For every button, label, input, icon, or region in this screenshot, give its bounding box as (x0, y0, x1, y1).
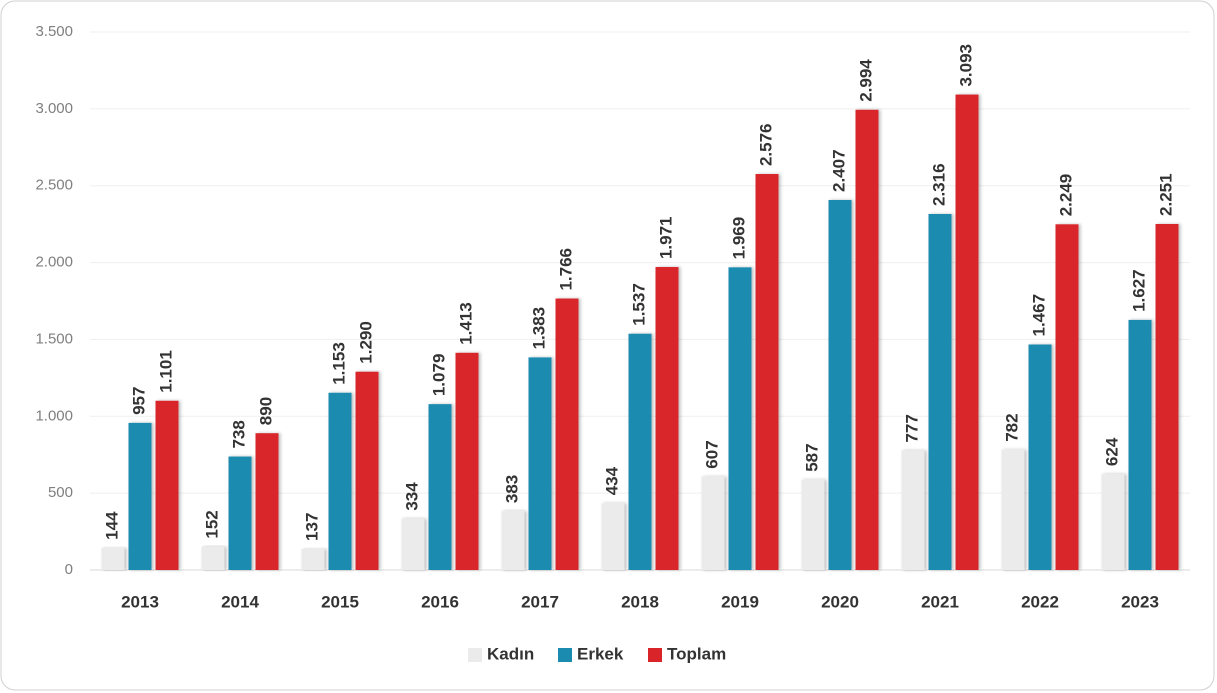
value-label: 1.413 (456, 302, 475, 345)
value-label: 334 (402, 482, 421, 511)
y-tick-label: 1.000 (35, 407, 73, 424)
legend-swatch (468, 648, 482, 662)
bar (1101, 474, 1125, 570)
value-label: 1.627 (1129, 269, 1148, 312)
y-tick-label: 0 (65, 561, 73, 578)
value-label: 434 (602, 466, 621, 495)
x-tick-label: 2017 (521, 592, 559, 611)
bar (955, 94, 979, 571)
bar (428, 404, 452, 570)
value-label: 3.093 (956, 44, 975, 87)
x-tick-label: 2015 (321, 592, 359, 611)
x-tick-label: 2021 (921, 592, 959, 611)
bar (901, 450, 925, 570)
legend-label: Kadın (487, 644, 534, 663)
bar (328, 392, 352, 570)
y-tick-label: 2.500 (35, 177, 73, 194)
bar (301, 548, 325, 570)
bar (155, 400, 179, 570)
value-label: 1.153 (329, 342, 348, 385)
value-label: 1.290 (356, 321, 375, 364)
x-tick-label: 2018 (621, 592, 659, 611)
legend-swatch (648, 648, 662, 662)
value-label: 1.467 (1029, 294, 1048, 337)
bar (355, 371, 379, 570)
y-tick-label: 3.500 (35, 23, 73, 40)
value-label: 2.407 (829, 149, 848, 192)
x-tick-label: 2020 (821, 592, 859, 611)
value-label: 890 (256, 397, 275, 425)
y-tick-label: 2.000 (35, 254, 73, 271)
value-label: 1.383 (529, 307, 548, 350)
bar (455, 352, 479, 570)
y-tick-label: 3.000 (35, 100, 73, 117)
x-tick-label: 2013 (121, 592, 159, 611)
x-tick-label: 2016 (421, 592, 459, 611)
legend-label: Toplam (667, 644, 726, 663)
bar (1055, 224, 1079, 570)
bar (928, 213, 952, 570)
bar (801, 479, 825, 570)
bar (201, 546, 225, 570)
y-tick-label: 1.500 (35, 330, 73, 347)
bar (828, 200, 852, 571)
value-label: 1.101 (156, 350, 175, 393)
value-label: 1.971 (656, 216, 675, 259)
bar (728, 267, 752, 570)
bar (228, 456, 252, 570)
bar (501, 511, 525, 570)
bar (701, 476, 725, 570)
value-label: 782 (1002, 413, 1021, 441)
x-tick-label: 2022 (1021, 592, 1059, 611)
bar (528, 357, 552, 570)
value-label: 1.766 (556, 248, 575, 291)
value-label: 2.249 (1056, 174, 1075, 217)
value-label: 2.251 (1156, 173, 1175, 216)
value-label: 1.537 (629, 283, 648, 326)
value-label: 144 (102, 511, 121, 540)
value-label: 383 (502, 475, 521, 503)
value-label: 957 (129, 387, 148, 415)
bar (101, 547, 125, 570)
value-label: 2.576 (756, 123, 775, 166)
bar (601, 503, 625, 570)
value-label: 624 (1102, 437, 1121, 466)
x-tick-label: 2019 (721, 592, 759, 611)
value-label: 2.316 (929, 163, 948, 206)
bar (655, 267, 679, 570)
x-tick-label: 2023 (1121, 592, 1159, 611)
bar (555, 298, 579, 570)
value-label: 738 (229, 420, 248, 448)
value-label: 137 (302, 513, 321, 541)
value-label: 1.079 (429, 354, 448, 397)
value-label: 607 (702, 440, 721, 468)
bar (401, 518, 425, 570)
value-label: 777 (902, 414, 921, 442)
value-label: 152 (202, 510, 221, 538)
x-tick-label: 2014 (221, 592, 259, 611)
bar (1001, 449, 1025, 570)
legend-label: Erkek (577, 644, 624, 663)
y-tick-label: 500 (48, 484, 73, 501)
bar (628, 333, 652, 570)
bar (128, 422, 152, 570)
value-label: 2.994 (856, 59, 875, 102)
value-label: 587 (802, 443, 821, 471)
bar (755, 174, 779, 571)
bar (1128, 319, 1152, 570)
legend-swatch (558, 648, 572, 662)
bar (255, 433, 279, 570)
bar (1155, 223, 1179, 570)
value-label: 1.969 (729, 217, 748, 260)
bar (1028, 344, 1052, 570)
bar (855, 109, 879, 571)
